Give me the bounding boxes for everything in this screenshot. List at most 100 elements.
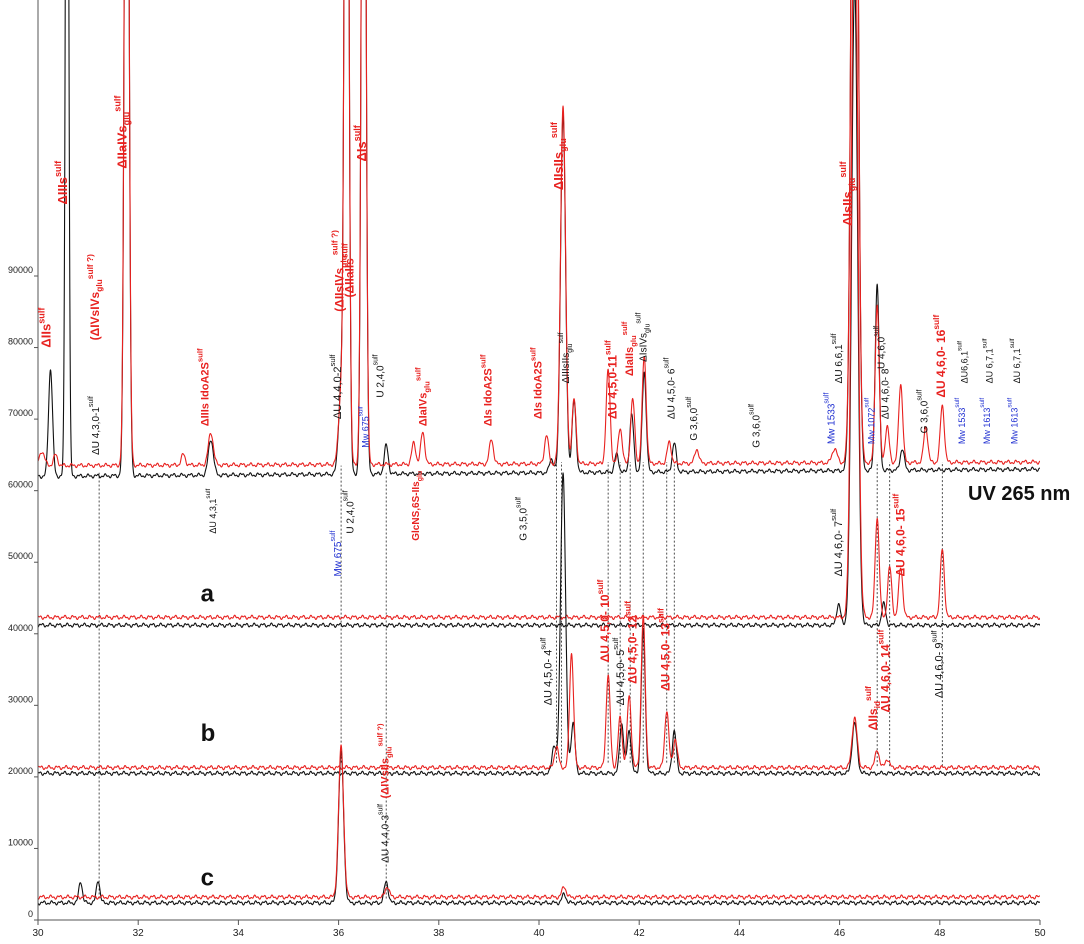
annotation-text: ΔU 4,3,1 <box>208 499 218 534</box>
annotation-text: (ΔIIaIIs <box>343 258 357 298</box>
annotation-text: (ΔIIsIVs <box>333 267 347 311</box>
annotation-text: ΔU 6,6,1 <box>834 344 845 383</box>
annotation-superscript: sulf <box>413 367 422 381</box>
annotation-superscript: sulf <box>929 630 938 643</box>
annotation-subscript: glu <box>122 112 132 126</box>
annotation-superscript: sulf <box>478 354 487 368</box>
annotation-superscript: sulf <box>831 333 838 344</box>
trace-b-red <box>38 615 1040 771</box>
annotation-superscript: sulf <box>378 804 385 815</box>
annotation-text: ΔU 4,6,0- 8 <box>881 368 892 419</box>
annotation-text: ΔU 4,5,0- 5 <box>615 650 627 706</box>
peak-annotation: ΔU6,6,1sulf <box>956 341 969 384</box>
peak-annotation: (ΔIVsIIsglusulf ?) <box>376 723 394 798</box>
peak-annotation: ΔIssulf <box>352 124 369 161</box>
panel-label-b: b <box>201 720 216 747</box>
peak-annotation: G 3,6,0sulf <box>686 397 700 441</box>
annotation-text: ΔU 6,7,1 <box>1012 348 1022 383</box>
annotation-superscript: sulf <box>558 332 565 343</box>
annotation-text: ΔIIaIVs <box>115 125 130 168</box>
annotation-text: ΔIsIVs <box>639 333 650 362</box>
annotation-text: ΔIIIs <box>55 177 70 204</box>
trace-a-black <box>38 0 1040 628</box>
annotation-superscript: sulf <box>956 341 963 351</box>
annotation-superscript: sulf ?) <box>376 723 385 746</box>
x-tick-label: 34 <box>233 928 245 939</box>
trace-top-red <box>38 0 1040 469</box>
annotation-superscript: sulf <box>373 354 380 365</box>
annotation-superscript: sulf <box>539 637 548 650</box>
annotation-text: ΔU 4,6,0- 16 <box>934 329 948 397</box>
annotation-superscript: sulf <box>549 121 559 138</box>
trace-c-black <box>38 750 1040 906</box>
annotation-text: ΔU 4,6,0- 15 <box>894 508 908 576</box>
peak-annotation: U 4,6,0sulf <box>874 326 888 369</box>
annotation-superscript: sulf <box>330 531 337 542</box>
trace-a-red <box>38 0 1040 621</box>
peak-annotation: ΔU 4,5,0- 13sulf <box>655 608 672 691</box>
annotation-superscript: sulf <box>838 160 848 177</box>
annotation-superscript: sulf <box>205 489 212 499</box>
x-tick-label: 46 <box>834 928 846 939</box>
annotation-text: ΔU 4,6,0- 14 <box>879 644 893 712</box>
peak-annotation: Mw 675sulf <box>358 406 371 448</box>
x-tick-label: 40 <box>533 928 545 939</box>
peak-annotation: Mw 1613sulf <box>1006 398 1019 445</box>
peak-annotation: ΔU 4,6,0- 14sulf <box>876 629 893 712</box>
y-tick-label: 90000 <box>8 265 33 275</box>
x-tick-label: 44 <box>734 928 746 939</box>
peak-annotation: ΔU 4,6,0- 16sulf <box>931 315 948 398</box>
peak-annotation: ΔIIssulf <box>37 307 54 348</box>
annotation-superscript: sulf <box>113 95 123 112</box>
annotation-text: ΔU 4,5,0- 12 <box>626 616 640 684</box>
peak-annotation: U 2,4,0sulf <box>343 490 357 533</box>
annotation-superscript: sulf <box>529 347 538 361</box>
annotation-text: ΔU 4,3,0-1 <box>91 407 102 455</box>
peak-annotation: ΔU 4,6,0- 7sulf <box>829 508 845 576</box>
annotation-superscript: sulf <box>863 686 873 701</box>
y-tick-label: 10000 <box>8 837 33 847</box>
annotation-text: ΔIIs <box>866 708 880 730</box>
annotation-text: Mw 675 <box>333 541 344 576</box>
annotation-superscript: sulf <box>954 398 961 408</box>
peak-annotation: ΔIIsidsulf <box>863 686 882 731</box>
annotation-text: ΔU 4,6,0- 9 <box>933 643 945 699</box>
peak-annotation: ΔU 6,6,1sulf <box>831 333 845 383</box>
annotation-text: (ΔIVsIIs <box>380 758 392 798</box>
peak-annotation: G 3,6,0sulf <box>916 390 930 434</box>
annotation-superscript: sulf <box>981 338 988 348</box>
trace-c-red <box>38 744 1040 900</box>
annotation-superscript: sulf <box>352 124 362 141</box>
y-tick-label: 0 <box>28 909 33 919</box>
annotation-superscript: sulf <box>195 348 204 362</box>
peak-annotation: ΔU 4,5,0- 4sulf <box>539 637 555 705</box>
x-tick-label: 42 <box>634 928 646 939</box>
annotation-superscript: sulf <box>603 340 613 355</box>
annotation-superscript: sulf <box>358 406 365 416</box>
annotation-text: U 4,6,0 <box>877 336 888 369</box>
peak-annotation: ΔIsIVsglusulf <box>636 313 652 362</box>
annotation-subscript: glu <box>567 343 574 352</box>
annotation-superscript: sulf <box>864 398 871 408</box>
annotation-text: GlcNS,6S-IIs <box>411 481 422 541</box>
annotation-superscript: sulf <box>88 396 95 407</box>
annotation-text: ΔIIsIIs <box>551 152 566 190</box>
peak-annotation: G 3,5,0sulf <box>515 497 529 541</box>
peak-annotation: (ΔIIsIVsglusulf ?) <box>330 230 349 312</box>
annotation-superscript: sulf <box>916 390 923 401</box>
annotation-text: G 3,6,0 <box>919 400 930 433</box>
y-tick-label: 70000 <box>8 408 33 418</box>
x-tick-label: 50 <box>1034 928 1046 939</box>
peak-annotation: ΔIIIs IdoA2Ssulf <box>195 348 211 426</box>
annotation-text: ΔU6,6,1 <box>959 351 969 384</box>
annotation-text: Mw 1533 <box>957 408 967 445</box>
x-tick-label: 48 <box>934 928 946 939</box>
annotation-superscript: sulf <box>686 397 693 408</box>
annotation-superscript: sulf <box>620 321 629 335</box>
x-tick-label: 38 <box>433 928 445 939</box>
peak-annotation: ΔU 4,4,0-2sulf <box>328 354 344 419</box>
peak-annotation: ΔU 6,7,1sulf <box>1009 338 1022 383</box>
annotation-text: G 3,5,0 <box>518 508 529 541</box>
annotation-text: (ΔIVsIVs <box>88 291 102 340</box>
peak-annotation: ΔIIsIIsglusulf <box>549 121 568 190</box>
